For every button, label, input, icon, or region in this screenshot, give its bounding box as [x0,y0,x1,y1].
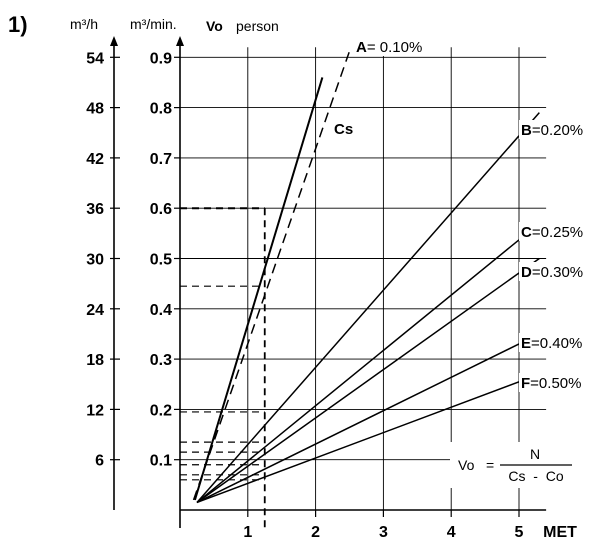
series-letter: A [356,39,367,56]
series-letter: C [521,224,532,241]
series-concentration: =0.25% [532,224,583,241]
x-tick-label: 2 [311,524,320,541]
figure-number: 1) [8,12,28,37]
series-label-c: C=0.25% [521,224,583,241]
series-concentration: =0.30% [532,264,583,281]
y-tick-label-m3h: 18 [86,352,104,369]
y-tick-label-m3min: 0.5 [150,252,172,269]
y-tick-label-m3min: 0.4 [150,302,172,319]
series-letter: B [521,122,532,139]
x-tick-label: 5 [515,524,524,541]
y-tick-label-m3h: 12 [86,402,104,419]
y-tick-label-m3h: 6 [95,453,104,470]
x-axis-unit-label: MET [543,524,577,541]
y-tick-label-m3min: 0.9 [150,50,172,67]
formula-equals: = [486,457,494,473]
formula-numerator: N [530,446,540,462]
formula-denominator: Cs - Co [508,468,563,484]
y-tick-label-m3min: 0.1 [150,453,172,470]
series-concentration: =0.20% [532,122,583,139]
x-tick-label: 1 [243,524,252,541]
series-lines [194,47,540,502]
series-letter: Cs [334,121,353,138]
series-concentration: = 0.10% [367,39,422,56]
series-letter: F [521,375,530,392]
series-label-f: F=0.50% [521,375,581,392]
y-tick-label-m3h: 36 [86,201,104,218]
y-tick-label-m3min: 0.3 [150,352,172,369]
x-tick-label: 4 [447,524,456,541]
y-axis-m3h-label: m³/h [70,16,98,32]
series-label-a: A= 0.10% [356,39,422,56]
x-tick-label: 3 [379,524,388,541]
y-axis-m3min-label: m³/min. [130,16,177,32]
y-tick-label-m3min: 0.2 [150,402,172,419]
y-tick-label-m3h: 42 [86,151,104,168]
y-axis-m3min-arrow [176,36,184,46]
y-tick-label-m3h: 48 [86,101,104,118]
series-letter: E [521,335,531,352]
formula-box: Vo = N Cs - Co [450,442,590,488]
y-tick-label-m3h: 54 [86,50,104,67]
y-axis-vo-person-label: person [236,18,279,34]
y-tick-label-m3min: 0.8 [150,101,172,118]
series-label-d: D=0.30% [521,264,583,281]
y-tick-label-m3h: 24 [86,302,104,319]
series-line-cs [195,77,322,500]
series-label-e: E=0.40% [521,335,582,352]
y-axis-m3h-arrow [110,36,118,46]
y-tick-label-m3h: 30 [86,252,104,269]
series-label-b: B=0.20% [521,122,583,139]
y-tick-label-m3min: 0.7 [150,151,172,168]
y-axis-vo-symbol: Vo [206,18,223,34]
series-line-a [194,47,351,500]
series-label-cs: Cs [334,121,353,138]
series-concentration: =0.50% [530,375,581,392]
formula-lhs: Vo [458,457,475,473]
y-tick-label-m3min: 0.6 [150,201,172,218]
dashed-reading-guides [180,208,265,528]
series-concentration: =0.40% [531,335,582,352]
series-letter: D [521,264,532,281]
